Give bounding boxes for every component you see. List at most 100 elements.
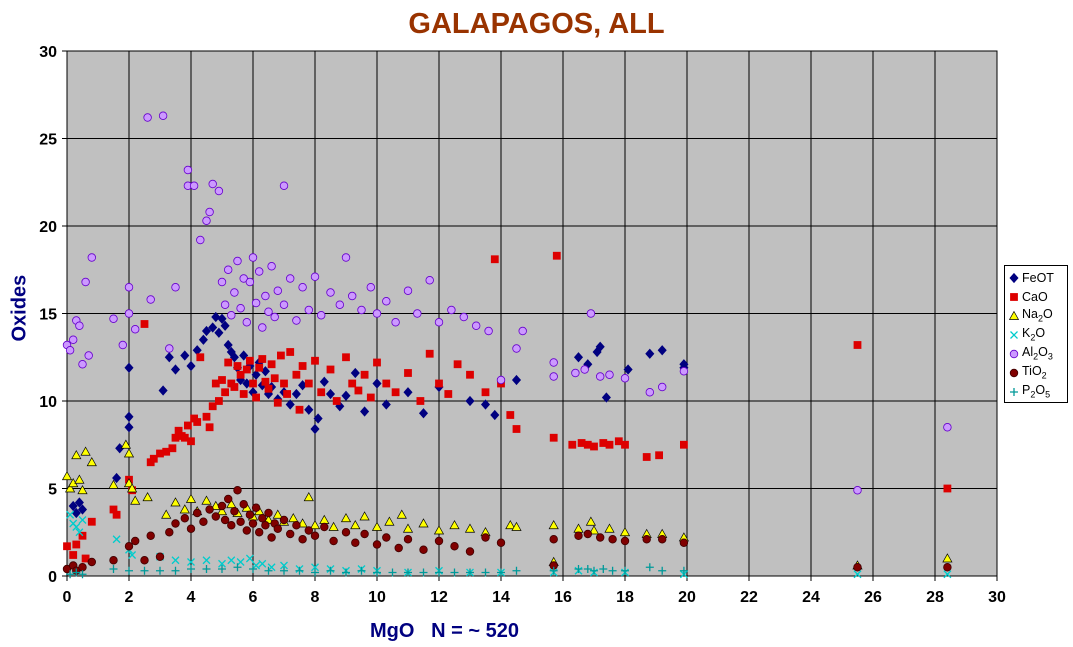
point-na2o: [350, 520, 361, 530]
point-tio2: [264, 508, 273, 518]
point-na2o: [142, 492, 153, 502]
legend-marker-shape: [1010, 292, 1018, 301]
point-na2o: [77, 485, 88, 495]
point-na2o: [185, 493, 197, 503]
point-tio2: [658, 535, 667, 544]
point-cao: [298, 362, 307, 370]
point-tio2: [227, 521, 236, 530]
point-cao: [360, 370, 369, 379]
point-feot: [623, 364, 633, 375]
y-tick-label: 5: [48, 482, 57, 499]
point-cao: [354, 386, 363, 395]
point-feot: [657, 345, 667, 356]
point-p2o5: [280, 566, 288, 575]
point-cao: [680, 440, 688, 449]
point-k2o: [202, 556, 211, 565]
point-al2o3: [84, 351, 93, 360]
x-tick-label: 8: [311, 589, 320, 606]
point-p2o5: [171, 566, 180, 575]
point-al2o3: [279, 181, 289, 190]
point-al2o3: [146, 295, 155, 304]
point-tio2: [351, 538, 360, 547]
legend-marker-shape: [1009, 368, 1019, 377]
point-tio2: [304, 526, 313, 535]
point-cao: [292, 370, 301, 379]
point-cao: [193, 418, 202, 426]
point-al2o3: [518, 326, 527, 336]
point-al2o3: [298, 283, 307, 292]
point-na2o: [216, 506, 228, 516]
point-al2o3: [264, 307, 273, 316]
point-na2o: [74, 474, 85, 484]
point-al2o3: [391, 318, 400, 327]
x-tick-label: 30: [988, 589, 1006, 606]
point-cao: [267, 360, 276, 369]
point-al2o3: [317, 311, 326, 320]
point-p2o5: [249, 565, 257, 573]
point-tio2: [465, 547, 475, 556]
point-al2o3: [223, 265, 233, 274]
point-na2o: [464, 523, 476, 533]
point-k2o: [258, 559, 267, 568]
point-cao: [196, 353, 205, 362]
point-na2o: [303, 492, 314, 502]
legend-marker-icon: [1009, 272, 1019, 283]
point-cao: [425, 349, 434, 358]
point-feot: [310, 423, 320, 435]
point-al2o3: [208, 179, 217, 189]
point-cao: [283, 390, 292, 398]
y-tick-label: 20: [39, 219, 57, 236]
point-al2o3: [943, 423, 952, 432]
point-cao: [391, 388, 400, 397]
point-al2o3: [496, 375, 506, 385]
point-na2o: [359, 511, 370, 521]
point-feot: [291, 388, 301, 400]
point-na2o: [61, 471, 73, 481]
point-tio2: [217, 501, 227, 511]
point-al2o3: [255, 267, 264, 276]
point-al2o3: [366, 283, 375, 292]
point-al2o3: [580, 365, 589, 374]
point-al2o3: [239, 274, 248, 283]
legend-label: K2O: [1022, 326, 1046, 343]
point-feot: [573, 352, 584, 363]
point-na2o: [449, 520, 460, 530]
point-feot: [465, 395, 475, 407]
point-al2o3: [472, 321, 481, 330]
legend-item-na2o: Na2O: [1005, 306, 1067, 325]
point-al2o3: [459, 312, 468, 322]
point-p2o5: [574, 565, 583, 573]
point-tio2: [596, 533, 605, 542]
x-tick-label: 2: [125, 589, 134, 606]
x-tick-label: 6: [249, 589, 258, 606]
point-p2o5: [233, 563, 242, 572]
point-k2o: [252, 561, 261, 570]
point-cao: [382, 379, 391, 388]
legend-label: FeOT: [1022, 270, 1054, 285]
point-cao: [655, 451, 663, 460]
point-cao: [183, 421, 192, 430]
point-na2o: [340, 513, 352, 523]
point-cao: [252, 393, 261, 402]
point-al2o3: [230, 288, 239, 297]
point-al2o3: [279, 300, 289, 309]
point-feot: [381, 399, 391, 410]
point-cao: [373, 358, 381, 367]
point-p2o5: [404, 568, 412, 577]
point-na2o: [588, 525, 600, 535]
point-cao: [249, 379, 257, 388]
point-p2o5: [583, 565, 592, 573]
point-cao: [214, 397, 223, 405]
legend-label: Na2O: [1022, 307, 1053, 324]
point-cao: [490, 255, 499, 264]
point-p2o5: [419, 568, 428, 577]
point-feot: [403, 387, 413, 398]
point-na2o: [328, 521, 339, 531]
point-al2o3: [335, 300, 344, 309]
point-na2o: [396, 509, 407, 519]
point-tio2: [549, 535, 558, 544]
point-cao: [81, 554, 90, 563]
point-na2o: [309, 520, 321, 530]
point-na2o: [942, 553, 953, 563]
